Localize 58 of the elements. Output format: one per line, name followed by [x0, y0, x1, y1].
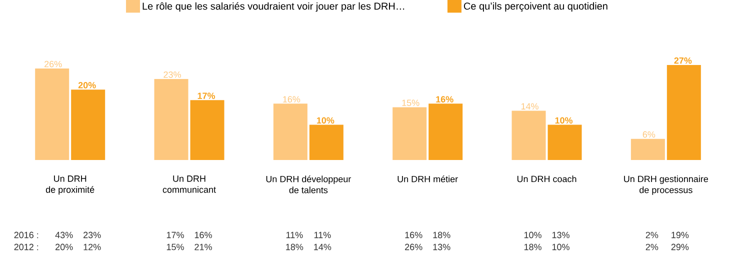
text: 43%: [55, 232, 73, 238]
x-tick-label: Un DRH métier: [398, 176, 458, 182]
x-tick-label: Un DRH coach: [517, 176, 576, 182]
bar: [35, 68, 70, 160]
text: 16%: [194, 232, 212, 238]
text: 2%: [646, 244, 658, 250]
data-label: 27%: [674, 57, 692, 64]
text: 2%: [646, 232, 658, 238]
data-label: 16%: [283, 96, 300, 102]
text: 29%: [671, 244, 689, 250]
text: 18%: [524, 244, 542, 250]
bar: [630, 138, 665, 160]
text: 17%: [166, 232, 184, 238]
data-label: 10%: [555, 117, 573, 124]
text: 11%: [286, 232, 303, 238]
text: 2016 :: [14, 232, 38, 238]
bar: [71, 90, 106, 160]
text: 10%: [524, 232, 542, 238]
text: 18%: [433, 232, 450, 238]
data-label: 16%: [436, 96, 454, 102]
text: 13%: [433, 244, 450, 250]
data-label: 6%: [642, 131, 656, 138]
text: 21%: [194, 244, 212, 250]
text: 18%: [286, 244, 304, 250]
text: 11%: [314, 232, 331, 238]
data-label: 10%: [316, 117, 334, 124]
data-label: 17%: [198, 92, 216, 99]
x-tick-label: Un DRH gestionnaire de processus: [624, 176, 708, 195]
text: 12%: [84, 244, 101, 250]
bar: [512, 110, 546, 160]
bar: [392, 107, 427, 160]
data-label: 14%: [521, 103, 538, 110]
legend-label: Le rôle que les salariés voudraient voir jouer par les DRH…: [142, 2, 404, 12]
text: 16%: [405, 232, 422, 238]
text: 14%: [314, 244, 332, 250]
text: 2012 :: [14, 244, 38, 250]
text: 23%: [84, 232, 101, 238]
bar: [428, 104, 463, 160]
bar: [190, 100, 224, 160]
bar: [273, 104, 308, 160]
bar: [666, 64, 701, 160]
text: 15%: [166, 244, 184, 250]
text: 26%: [405, 244, 422, 250]
x-tick-label: Un DRH communicant: [162, 176, 216, 193]
x-tick-label: Un DRH de proximité: [46, 176, 94, 195]
legend-label: Ce qu’ils perçoivent au quotidien: [464, 2, 608, 12]
x-tick-label: Un DRH développeur de talents: [266, 176, 352, 194]
text: 20%: [56, 244, 73, 250]
data-label: 20%: [78, 82, 96, 88]
data-label: 23%: [164, 71, 181, 78]
bar: [154, 79, 188, 160]
data-label: 26%: [44, 60, 62, 68]
bar: [309, 124, 344, 160]
text: 13%: [552, 232, 570, 238]
text: 19%: [672, 232, 689, 238]
data-label: 15%: [402, 100, 420, 106]
bar: [548, 124, 582, 160]
text: 10%: [552, 244, 570, 250]
